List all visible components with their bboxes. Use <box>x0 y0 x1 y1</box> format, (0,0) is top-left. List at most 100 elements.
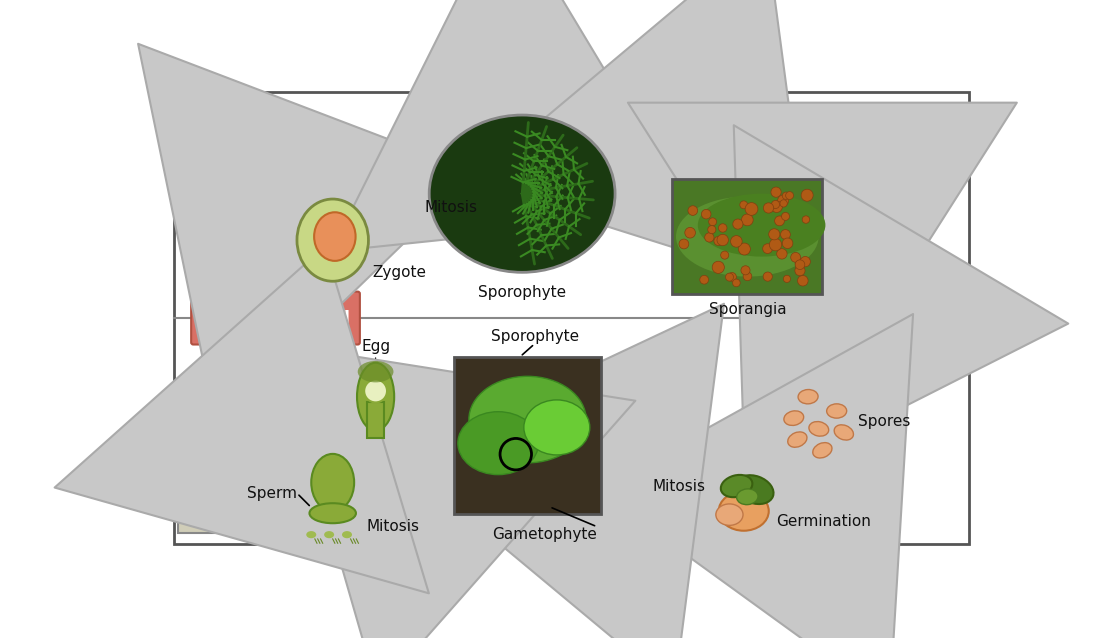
Circle shape <box>704 233 714 242</box>
Ellipse shape <box>834 425 853 440</box>
Text: Germination: Germination <box>776 514 871 530</box>
Circle shape <box>726 273 733 281</box>
Ellipse shape <box>737 489 758 505</box>
Circle shape <box>795 260 805 269</box>
Ellipse shape <box>809 422 828 436</box>
Text: Sperm: Sperm <box>247 486 297 501</box>
Ellipse shape <box>358 361 394 382</box>
Bar <box>367 403 385 438</box>
Circle shape <box>712 261 724 274</box>
Circle shape <box>719 224 727 232</box>
Ellipse shape <box>357 363 395 431</box>
Ellipse shape <box>310 503 356 523</box>
Circle shape <box>732 219 743 229</box>
Ellipse shape <box>788 432 807 447</box>
Circle shape <box>700 276 709 284</box>
Circle shape <box>764 272 773 281</box>
Circle shape <box>780 230 790 239</box>
Bar <box>178 113 318 154</box>
Ellipse shape <box>736 475 774 504</box>
Ellipse shape <box>429 115 615 272</box>
Circle shape <box>364 380 387 403</box>
Circle shape <box>746 203 758 216</box>
FancyBboxPatch shape <box>756 292 889 345</box>
Ellipse shape <box>784 411 804 426</box>
Circle shape <box>783 192 789 200</box>
Ellipse shape <box>721 475 752 497</box>
Text: Haploid 1: Haploid 1 <box>202 503 292 521</box>
Circle shape <box>730 235 742 247</box>
Text: FERTILIZATION: FERTILIZATION <box>201 309 350 327</box>
Circle shape <box>780 200 787 207</box>
Text: Sporophyte: Sporophyte <box>491 329 579 344</box>
Circle shape <box>709 218 717 226</box>
Ellipse shape <box>314 212 356 261</box>
Bar <box>178 492 318 533</box>
Circle shape <box>786 191 794 200</box>
Ellipse shape <box>324 531 334 538</box>
Bar <box>672 179 823 293</box>
Circle shape <box>769 239 781 251</box>
Ellipse shape <box>468 376 586 463</box>
Text: MEIOSIS: MEIOSIS <box>780 309 864 327</box>
Ellipse shape <box>342 531 352 538</box>
Text: n: n <box>263 124 275 143</box>
Circle shape <box>775 216 785 226</box>
Text: Gametophyte: Gametophyte <box>492 527 597 542</box>
Circle shape <box>777 249 787 259</box>
Circle shape <box>771 201 783 212</box>
Circle shape <box>741 266 750 275</box>
Text: Sporophyte: Sporophyte <box>479 285 566 300</box>
Ellipse shape <box>798 390 818 404</box>
Ellipse shape <box>813 443 832 458</box>
Circle shape <box>784 275 790 283</box>
Ellipse shape <box>826 404 846 418</box>
Circle shape <box>762 244 773 253</box>
Text: Egg: Egg <box>361 339 390 354</box>
Text: Mitosis: Mitosis <box>367 519 420 533</box>
Ellipse shape <box>698 194 825 256</box>
Circle shape <box>802 189 813 201</box>
Circle shape <box>778 195 788 206</box>
Circle shape <box>771 187 781 197</box>
FancyBboxPatch shape <box>191 292 360 345</box>
Text: Sporangia: Sporangia <box>709 302 786 317</box>
Circle shape <box>732 279 740 286</box>
Circle shape <box>741 214 754 226</box>
Circle shape <box>800 256 811 267</box>
Circle shape <box>783 238 793 249</box>
Ellipse shape <box>311 454 354 511</box>
Ellipse shape <box>458 412 539 475</box>
Circle shape <box>738 243 750 255</box>
Ellipse shape <box>306 531 316 538</box>
Circle shape <box>740 201 748 209</box>
Circle shape <box>679 239 689 249</box>
Circle shape <box>803 216 809 223</box>
Circle shape <box>769 229 780 240</box>
Text: n: n <box>262 503 273 521</box>
Circle shape <box>728 272 737 281</box>
Ellipse shape <box>716 504 743 525</box>
Circle shape <box>790 253 800 262</box>
Circle shape <box>717 234 729 246</box>
Text: Diploid 2: Diploid 2 <box>206 124 288 143</box>
Ellipse shape <box>719 491 769 531</box>
Circle shape <box>795 258 805 268</box>
Ellipse shape <box>297 199 369 281</box>
Circle shape <box>701 209 711 219</box>
Circle shape <box>708 226 716 234</box>
Circle shape <box>797 276 808 286</box>
Circle shape <box>714 236 723 246</box>
Circle shape <box>771 200 779 209</box>
Circle shape <box>764 203 774 213</box>
Bar <box>454 357 600 514</box>
Circle shape <box>743 272 751 281</box>
Text: Mitosis: Mitosis <box>424 200 477 216</box>
Circle shape <box>685 227 695 238</box>
Circle shape <box>721 251 729 259</box>
Text: Mitosis: Mitosis <box>653 478 705 494</box>
Circle shape <box>781 212 789 220</box>
Ellipse shape <box>676 197 818 277</box>
Circle shape <box>688 205 698 216</box>
Text: Zygote: Zygote <box>372 265 426 280</box>
